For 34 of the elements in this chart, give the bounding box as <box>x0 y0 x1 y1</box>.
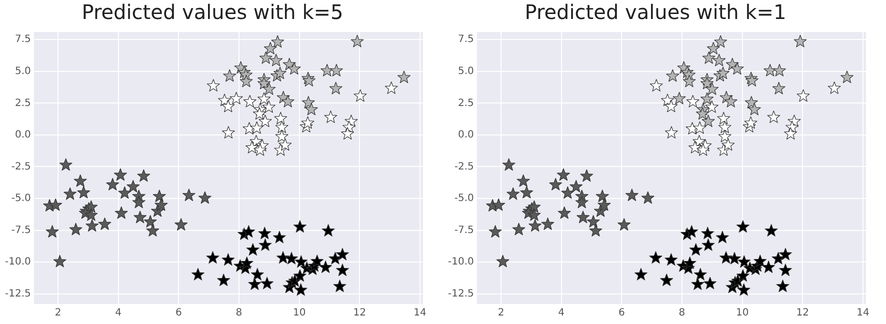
x-tick-label: 12 <box>353 308 366 319</box>
y-tick-label: 0.0 <box>14 130 31 141</box>
x-tick-label: 2 <box>54 308 62 319</box>
chart-title: Predicted values with k=5 <box>82 0 344 24</box>
y-tick-label: -5.0 <box>454 193 474 204</box>
y-tick-label: -12.5 <box>5 288 31 300</box>
y-tick-label: -12.5 <box>448 288 474 300</box>
x-tick-label: 8 <box>236 308 242 319</box>
y-tick-label: 0.0 <box>458 130 474 141</box>
x-tick-label: 4 <box>558 308 565 319</box>
y-tick-label: 7.5 <box>14 34 31 46</box>
x-tick-label: 12 <box>796 308 810 319</box>
y-tick-label: -2.5 <box>11 161 31 172</box>
y-tick-label: -10.0 <box>5 256 31 268</box>
y-tick-label: -2.5 <box>454 161 474 172</box>
y-tick-label: 5.0 <box>458 66 474 77</box>
y-tick-label: 7.5 <box>458 34 474 46</box>
y-tick-label: 2.5 <box>458 98 474 109</box>
y-tick-label: 5.0 <box>14 66 31 77</box>
x-tick-label: 2 <box>498 308 504 319</box>
y-tick-label: 2.5 <box>14 98 31 109</box>
x-tick-label: 4 <box>115 308 122 319</box>
y-tick-label: -7.5 <box>11 224 31 236</box>
y-tick-label: -5.0 <box>11 193 31 204</box>
x-tick-label: 10 <box>292 308 306 319</box>
x-tick-label: 6 <box>618 308 625 319</box>
x-tick-label: 8 <box>678 308 686 319</box>
y-tick-label: -7.5 <box>454 224 474 236</box>
x-tick-label: 6 <box>175 308 182 319</box>
x-tick-label: 14 <box>856 308 870 319</box>
x-tick-label: 10 <box>736 308 749 319</box>
y-tick-label: -10.0 <box>448 256 474 268</box>
x-tick-label: 14 <box>414 308 426 319</box>
chart-title: Predicted values with k=1 <box>524 0 786 24</box>
